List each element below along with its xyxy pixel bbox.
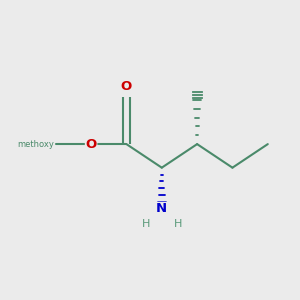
Text: N: N [156,202,167,215]
Text: methoxy: methoxy [17,140,54,148]
Text: H: H [141,219,150,229]
Text: H: H [174,219,182,229]
Text: O: O [85,138,97,151]
Text: O: O [121,80,132,93]
